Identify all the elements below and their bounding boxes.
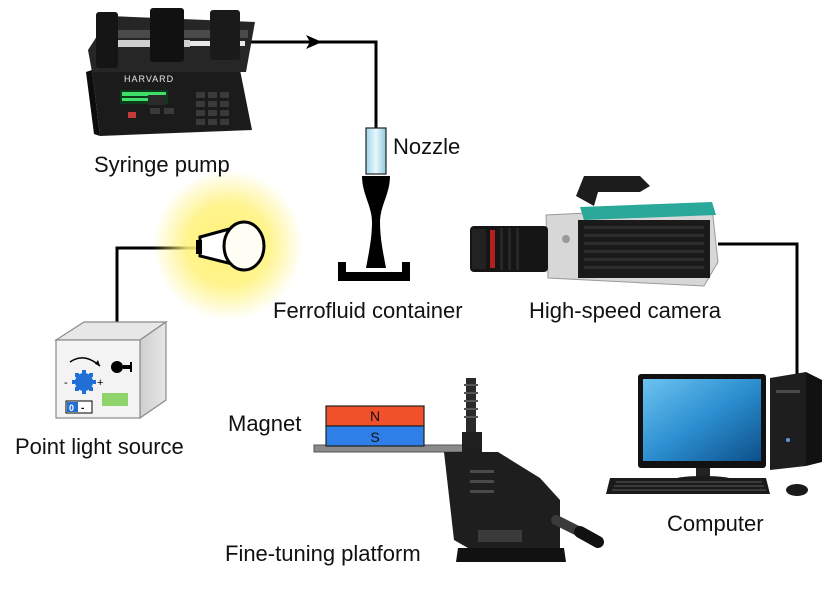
- magnet-south-label: S: [370, 429, 379, 445]
- magnet-icon: N S: [325, 405, 425, 447]
- pump-to-nozzle-tube: [250, 40, 378, 128]
- camera-icon: [470, 176, 719, 287]
- monitor-screen: [643, 379, 761, 461]
- cable-jack: [111, 361, 123, 373]
- ferrofluid-jet: [362, 176, 390, 268]
- magnet-label: Magnet: [228, 411, 302, 436]
- knob-icon: [72, 370, 96, 394]
- camera-to-computer-cable: [718, 242, 799, 376]
- syringe-pump-label: Syringe pump: [94, 152, 230, 177]
- container-icon: [338, 262, 410, 281]
- knob-plus-sign: +: [97, 377, 103, 389]
- computer-label: Computer: [667, 511, 764, 536]
- knob-minus-sign: -: [64, 377, 68, 389]
- platform-icon: [313, 378, 604, 562]
- switch-zero: 0: [69, 403, 74, 413]
- switch-dash: -: [81, 403, 84, 414]
- point-light-source-label: Point light source: [15, 434, 184, 459]
- fine-tuning-platform-label: Fine-tuning platform: [225, 541, 421, 566]
- computer-icon: [606, 372, 822, 496]
- ferrofluid-container-label: Ferrofluid container: [273, 298, 463, 323]
- pump-brand-text: HARVARD: [124, 74, 174, 84]
- nozzle-label: Nozzle: [393, 134, 461, 159]
- lamp-icon: [196, 220, 266, 272]
- light-box-display: [102, 393, 128, 406]
- magnet-north-label: N: [370, 408, 380, 424]
- flow-direction-arrow: [306, 35, 322, 49]
- syringe-pump-icon: HARVARD: [86, 8, 255, 136]
- nozzle-icon: [365, 127, 387, 175]
- high-speed-camera-label: High-speed camera: [529, 298, 721, 323]
- magnet-south-pole: [325, 425, 425, 447]
- light-box-icon: - + 0 -: [53, 320, 168, 420]
